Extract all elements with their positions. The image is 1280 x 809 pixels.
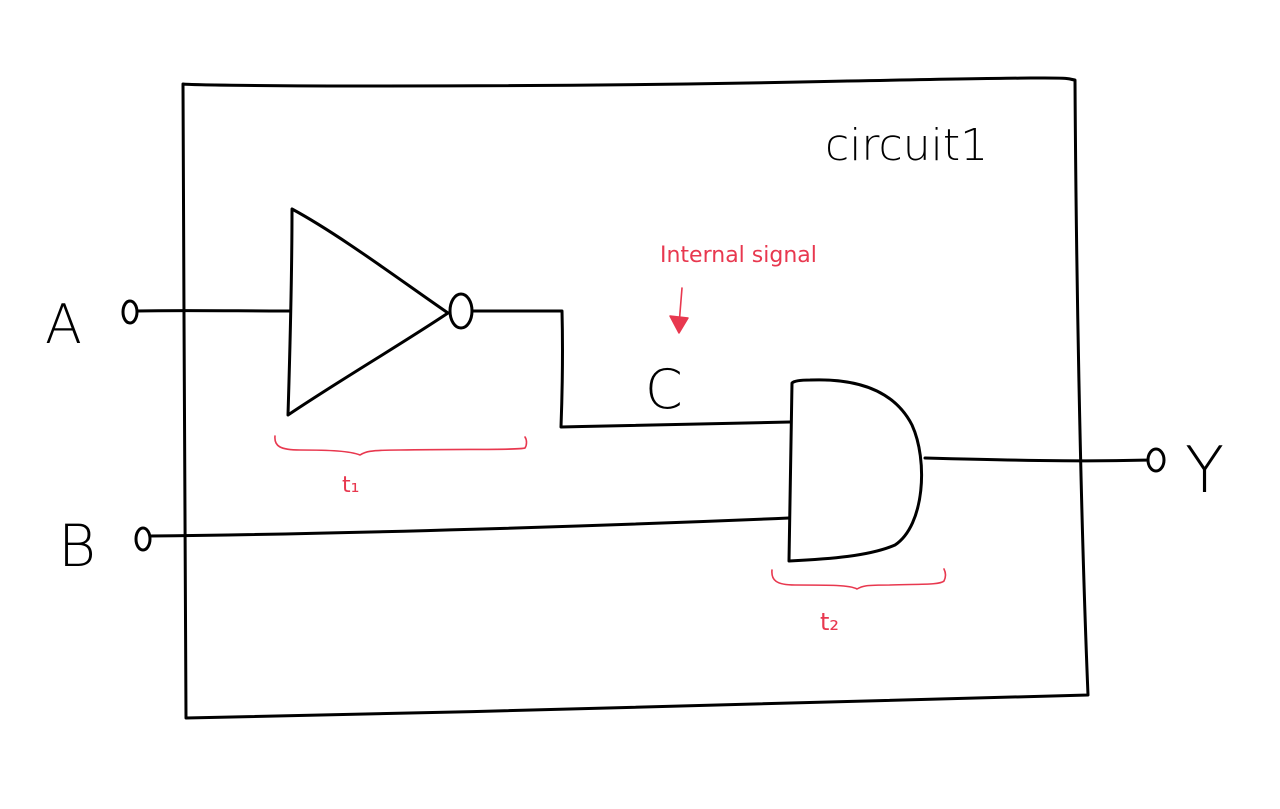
annotation-arrow-head (669, 315, 689, 334)
t1-label: t₁ (342, 473, 359, 498)
circuit-boundary (181, 76, 1090, 720)
not-gate (286, 207, 450, 417)
internal-signal-annotation: Internal signal (660, 243, 817, 268)
wire-and-to-y (923, 456, 1150, 463)
output-y-label: Y (1185, 434, 1224, 508)
input-a-terminal (121, 299, 139, 325)
input-a-label: A (45, 293, 82, 356)
t2-brace (771, 568, 947, 590)
input-b-terminal (134, 526, 152, 552)
t1-brace (274, 435, 528, 456)
circuit-title: circuit1 (825, 120, 988, 171)
not-gate-bubble (448, 292, 474, 330)
input-b-label: B (58, 512, 96, 580)
and-gate (787, 378, 924, 563)
wire-c (471, 309, 792, 429)
output-y-terminal (1146, 447, 1166, 473)
internal-signal-label: C (645, 358, 683, 421)
t2-label: t₂ (820, 608, 839, 636)
wire-b-to-and (148, 516, 791, 538)
